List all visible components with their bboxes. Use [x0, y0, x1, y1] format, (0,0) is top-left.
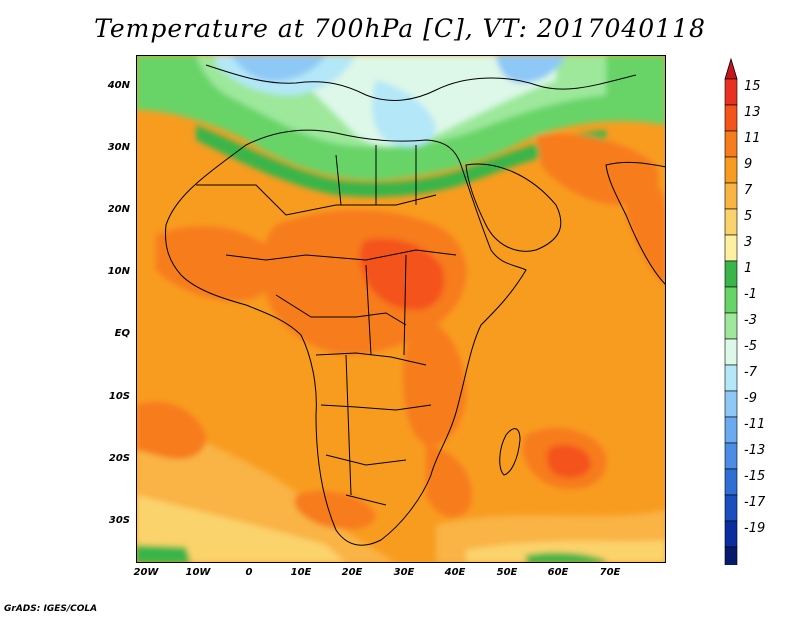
legend-label-minus1: -1 [744, 287, 757, 302]
cold-blue-region-2 [231, 55, 326, 82]
south-green-patch-east [526, 552, 606, 563]
border-line-7 [345, 494, 387, 506]
legend-label-9: 9 [744, 157, 753, 172]
lat-label-eq: EQ [114, 328, 130, 339]
legend-color-box [724, 312, 738, 340]
south-green-patch-west [136, 545, 191, 563]
southwest-pale-band [136, 495, 346, 563]
hottest-indian-ocean [546, 444, 591, 478]
border-line-5 [320, 404, 432, 411]
legend-color-box [724, 338, 738, 366]
legend-label-minus9: -9 [744, 391, 757, 406]
lat-label-20n: 20N [107, 204, 130, 215]
border-line-3 [275, 294, 407, 326]
legend-color-box [724, 390, 738, 418]
border-line-8 [335, 145, 417, 206]
legend-color-box [724, 364, 738, 392]
border-line-1 [196, 184, 437, 216]
grads-credit: GrADS: IGES/COLA [4, 604, 98, 614]
legend-color-box [724, 130, 738, 158]
legend-label-minus5: -5 [744, 339, 757, 354]
hot-sahel-west [156, 226, 277, 301]
legend-color-box [724, 442, 738, 470]
hot-southeast-africa [426, 445, 472, 518]
legend-label-minus15: -15 [744, 469, 766, 484]
border-line-6 [325, 454, 407, 466]
legend-color-box [724, 182, 738, 210]
hot-south-africa [294, 491, 376, 530]
legend-label-7: 7 [744, 183, 753, 198]
northern-green-edge [196, 125, 606, 197]
legend-label-13: 13 [744, 105, 761, 120]
legend-label-minus7: -7 [744, 365, 757, 380]
legend-label-minus11: -11 [744, 417, 766, 432]
legend-label-minus17: -17 [744, 495, 766, 510]
legend-color-box [724, 494, 738, 522]
legend-color-box [724, 468, 738, 496]
legend-label-3: 3 [744, 235, 753, 250]
lon-label-20w: 20W [133, 567, 159, 578]
europe-coast [205, 64, 637, 101]
legend-color-box [724, 234, 738, 262]
legend-color-box [724, 208, 738, 236]
hot-south-atlantic [136, 401, 207, 459]
lat-label-10s: 10S [108, 391, 130, 402]
madagascar [499, 428, 521, 476]
legend-color-box [724, 286, 738, 314]
legend-label-15: 15 [744, 79, 761, 94]
legend-label-minus19: -19 [744, 521, 766, 536]
lon-label-70e: 70E [599, 567, 621, 578]
legend-color-box [724, 260, 738, 288]
lat-label-20s: 20S [108, 453, 130, 464]
lat-label-40n: 40N [107, 80, 130, 91]
lat-label-10n: 10N [107, 266, 130, 277]
legend-label-11: 11 [744, 131, 761, 146]
legend-label-1: 1 [744, 261, 753, 276]
legend-color-box [724, 78, 738, 106]
map-frame [136, 55, 666, 563]
cold-blue-region-4 [496, 55, 566, 83]
lat-label-30n: 30N [107, 142, 130, 153]
legend-color-box [724, 416, 738, 444]
legend-color-box [724, 546, 738, 565]
border-line-4 [315, 352, 427, 366]
legend-label-minus13: -13 [744, 443, 766, 458]
lon-label-20e: 20E [341, 567, 363, 578]
southeast-pale-band [466, 540, 666, 563]
lon-label-10w: 10W [185, 567, 211, 578]
border-line-9 [345, 254, 407, 496]
africa-coastline [165, 129, 527, 546]
legend-arrow-top [724, 57, 738, 80]
india-outline [605, 161, 666, 286]
legend-color-box [724, 156, 738, 184]
lon-label-40e: 40E [444, 567, 466, 578]
temperature-map [136, 55, 666, 563]
legend-color-box [724, 520, 738, 548]
cold-blue-region-3 [372, 80, 436, 147]
border-line-2 [225, 249, 457, 261]
legend-color-box [724, 104, 738, 132]
color-legend [724, 57, 738, 565]
country-borders [165, 64, 666, 546]
lon-label-10e: 10E [290, 567, 312, 578]
arabian-peninsula [465, 163, 562, 252]
legend-label-5: 5 [744, 209, 753, 224]
lon-label-0: 0 [245, 567, 253, 578]
lon-label-50e: 50E [496, 567, 518, 578]
hot-east-africa [403, 315, 466, 446]
lon-label-30e: 30E [393, 567, 415, 578]
hot-india [626, 174, 666, 285]
map-title: Temperature at 700hPa [C], VT: 201704011… [94, 14, 706, 43]
lat-label-30s: 30S [108, 515, 130, 526]
legend-label-minus3: -3 [744, 313, 757, 328]
lon-label-60e: 60E [547, 567, 569, 578]
